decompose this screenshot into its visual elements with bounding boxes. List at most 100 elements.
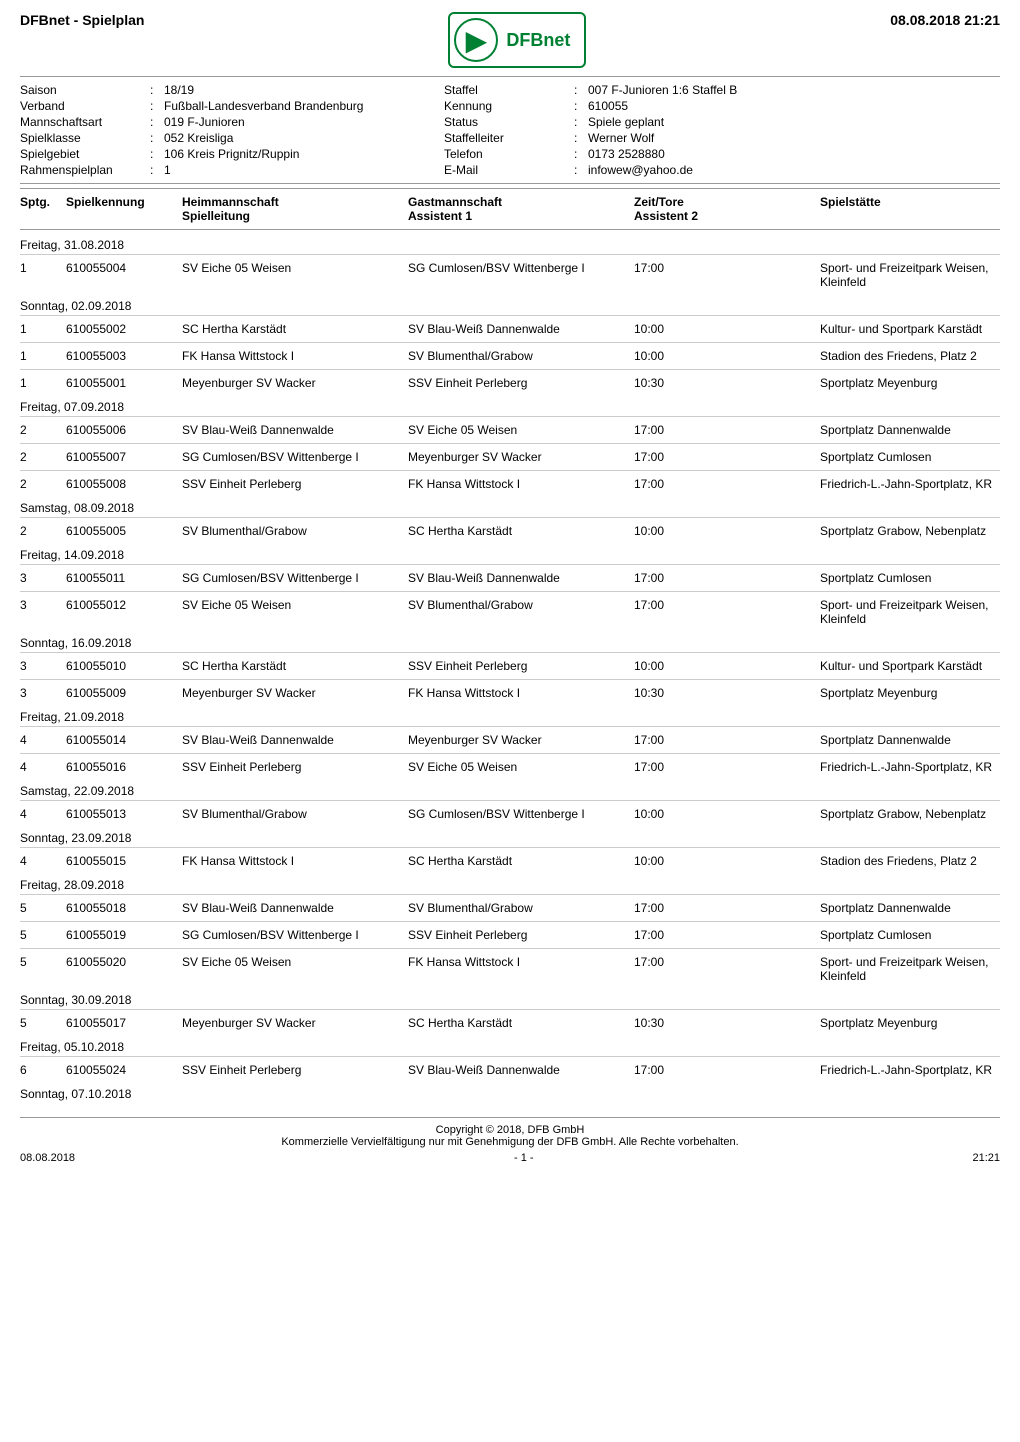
match-row: 2610055007SG Cumlosen/BSV Wittenberge IM… (20, 443, 1000, 470)
meta-colon: : (574, 147, 588, 161)
meta-label-right: Staffel (444, 83, 574, 97)
footer-page: - 1 - (514, 1152, 534, 1164)
meta-colon: : (150, 115, 164, 129)
match-home: SV Eiche 05 Weisen (182, 261, 402, 275)
match-venue: Sport- und Freizeitpark Weisen, Kleinfel… (820, 261, 1000, 289)
match-sptg: 5 (20, 1016, 60, 1030)
col-sptg: Sptg. (20, 195, 60, 209)
match-venue: Sportplatz Cumlosen (820, 450, 1000, 464)
match-time: 17:00 (634, 571, 814, 585)
match-time: 17:00 (634, 955, 814, 969)
meta-label-left: Saison (20, 83, 150, 97)
match-row: 3610055012SV Eiche 05 WeisenSV Blumentha… (20, 591, 1000, 632)
match-away: FK Hansa Wittstock I (408, 477, 628, 491)
match-row: 1610055001Meyenburger SV WackerSSV Einhe… (20, 369, 1000, 396)
match-away: FK Hansa Wittstock I (408, 686, 628, 700)
match-venue: Sport- und Freizeitpark Weisen, Kleinfel… (820, 955, 1000, 983)
meta-value-right: 007 F-Junioren 1:6 Staffel B (588, 83, 1000, 97)
meta-value-left: 052 Kreisliga (164, 131, 444, 145)
match-row: 1610055004SV Eiche 05 WeisenSG Cumlosen/… (20, 254, 1000, 295)
match-venue: Sportplatz Cumlosen (820, 571, 1000, 585)
match-home: SV Blau-Weiß Dannenwalde (182, 733, 402, 747)
date-header: Samstag, 08.09.2018 (20, 497, 1000, 517)
match-row: 5610055019SG Cumlosen/BSV Wittenberge IS… (20, 921, 1000, 948)
page-header: DFBnet - Spielplan ▶ DFBnet 08.08.2018 2… (20, 12, 1000, 68)
match-sptg: 3 (20, 686, 60, 700)
match-away: SV Blumenthal/Grabow (408, 901, 628, 915)
match-home: SSV Einheit Perleberg (182, 477, 402, 491)
meta-label-right: Telefon (444, 147, 574, 161)
meta-value-left: 019 F-Junioren (164, 115, 444, 129)
match-home: Meyenburger SV Wacker (182, 1016, 402, 1030)
meta-value-right: 0173 2528880 (588, 147, 1000, 161)
date-header: Sonntag, 07.10.2018 (20, 1083, 1000, 1103)
date-header: Sonntag, 16.09.2018 (20, 632, 1000, 652)
match-time: 17:00 (634, 261, 814, 275)
match-id: 610055007 (66, 450, 176, 464)
meta-label-left: Spielgebiet (20, 147, 150, 161)
col-spielleitung: Spielleitung (182, 209, 402, 223)
match-venue: Sportplatz Grabow, Nebenplatz (820, 524, 1000, 538)
match-row: 5610055018SV Blau-Weiß DannenwaldeSV Blu… (20, 894, 1000, 921)
meta-value-right: Spiele geplant (588, 115, 1000, 129)
match-away: SC Hertha Karstädt (408, 1016, 628, 1030)
meta-colon: : (150, 163, 164, 177)
match-home: SG Cumlosen/BSV Wittenberge I (182, 450, 402, 464)
meta-colon: : (574, 163, 588, 177)
match-sptg: 3 (20, 598, 60, 612)
match-sptg: 3 (20, 571, 60, 585)
meta-value-right: 610055 (588, 99, 1000, 113)
match-row: 1610055002SC Hertha KarstädtSV Blau-Weiß… (20, 315, 1000, 342)
date-header: Freitag, 14.09.2018 (20, 544, 1000, 564)
meta-value-left: 18/19 (164, 83, 444, 97)
meta-label-left: Verband (20, 99, 150, 113)
match-away: SV Blumenthal/Grabow (408, 349, 628, 363)
match-sptg: 5 (20, 928, 60, 942)
match-row: 3 610055011 SG Cumlosen/BSV Wittenberge I S… (20, 564, 1000, 591)
meta-label-right: Staffelleiter (444, 131, 574, 145)
match-venue: Stadion des Friedens, Platz 2 (820, 854, 1000, 868)
match-id: 610055002 (66, 322, 176, 336)
meta-label-right: Status (444, 115, 574, 129)
match-away: FK Hansa Wittstock I (408, 955, 628, 969)
match-id: 610055015 (66, 854, 176, 868)
match-sptg: 2 (20, 524, 60, 538)
meta-value-left: 1 (164, 163, 444, 177)
page-date: 08.08.2018 21:21 (890, 12, 1000, 28)
match-venue: Sportplatz Dannenwalde (820, 901, 1000, 915)
date-header: Freitag, 28.09.2018 (20, 874, 1000, 894)
match-time: 17:00 (634, 477, 814, 491)
match-id: 610055017 (66, 1016, 176, 1030)
match-row: 3610055009Meyenburger SV WackerFK Hansa … (20, 679, 1000, 706)
match-row: 2610055006SV Blau-Weiß DannenwaldeSV Eic… (20, 416, 1000, 443)
meta-colon: : (574, 83, 588, 97)
match-time: 10:00 (634, 349, 814, 363)
match-away: SG Cumlosen/BSV Wittenberge I (408, 261, 628, 275)
match-row: 4610055014SV Blau-Weiß DannenwaldeMeyenb… (20, 726, 1000, 753)
date-header: Samstag, 22.09.2018 (20, 780, 1000, 800)
meta-label-left: Mannschaftsart (20, 115, 150, 129)
dfbnet-logo: ▶ DFBnet (448, 12, 586, 68)
match-id: 610055020 (66, 955, 176, 969)
footer-bottom: 08.08.2018 - 1 - 21:21 (20, 1152, 1000, 1164)
match-id: 610055009 (66, 686, 176, 700)
match-row: 4610055015FK Hansa Wittstock ISC Hertha … (20, 847, 1000, 874)
footer-date: 08.08.2018 (20, 1152, 75, 1164)
match-home: SG Cumlosen/BSV Wittenberge I (182, 571, 402, 585)
footer-copyright: Copyright © 2018, DFB GmbH (20, 1124, 1000, 1136)
match-id: 610055010 (66, 659, 176, 673)
match-row: 3610055010SC Hertha KarstädtSSV Einheit … (20, 652, 1000, 679)
match-venue: Friedrich-L.-Jahn-Sportplatz, KR (820, 760, 1000, 774)
match-venue: Sport- und Freizeitpark Weisen, Kleinfel… (820, 598, 1000, 626)
match-home: SV Blumenthal/Grabow (182, 524, 402, 538)
match-venue: Stadion des Friedens, Platz 2 (820, 349, 1000, 363)
logo-text: DFBnet (506, 30, 570, 51)
page-title: DFBnet - Spielplan (20, 12, 144, 28)
match-away: SC Hertha Karstädt (408, 524, 628, 538)
match-away: Meyenburger SV Wacker (408, 733, 628, 747)
match-sptg: 4 (20, 733, 60, 747)
match-row: 4610055013SV Blumenthal/GrabowSG Cumlose… (20, 800, 1000, 827)
match-id: 610055011 (66, 571, 176, 585)
logo-wrap: ▶ DFBnet (144, 12, 890, 68)
logo-arrow-icon: ▶ (466, 24, 488, 57)
